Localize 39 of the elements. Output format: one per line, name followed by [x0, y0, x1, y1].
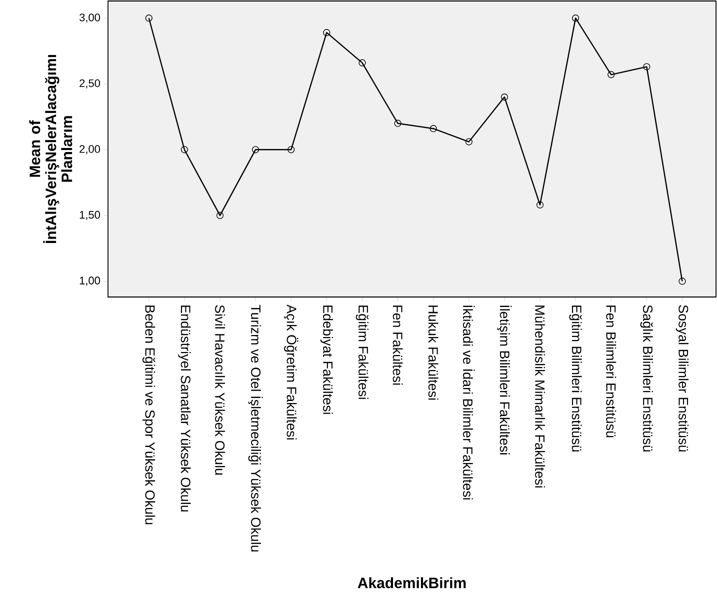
x-tick-label: Fen Bilimleri Enstitüsü — [606, 306, 616, 438]
x-tick-label: İletişim Bilimleri Fakültesi — [497, 306, 512, 455]
point — [358, 60, 366, 67]
point — [180, 146, 188, 154]
x-tick-label: Mühendislik Mimarlık Fakültesi — [535, 306, 545, 488]
point — [643, 63, 650, 71]
y-axis-title: Mean of İntAlışVerişNelerAlacağımı Planlarım — [29, 55, 72, 244]
y-tick-label: 1,50 — [80, 211, 100, 220]
point — [500, 94, 508, 101]
x-tick-label: Sivil Havacılık Yüksek Okulu — [215, 305, 225, 475]
point — [252, 146, 260, 154]
x-tick-label: Hukuk Fakültesi — [428, 306, 438, 400]
x-tick-label: Turizm ve Otel İşletmeciliği Yüksek Okulu — [248, 305, 263, 552]
x-tick-label: Eğitim Bilimleri Enstitüsü — [569, 306, 582, 452]
x-tick-label: Sosyal Bilimler Enstitüsü — [676, 305, 689, 452]
x-tick-label: Sağlık Bilimleri Enstitüsü — [640, 305, 654, 452]
point — [572, 14, 580, 22]
x-tick-label: Edebiyat Fakültesi — [320, 306, 333, 414]
point — [145, 14, 152, 22]
point — [465, 138, 472, 146]
x-tick-label: İktisadi ve İdari Bilimler Fakültesi — [462, 306, 475, 500]
x-tick-label: Beden Eğitimi ve Spor Yüksek Okulu — [142, 306, 156, 524]
point — [216, 212, 224, 220]
point — [430, 125, 437, 132]
x-tick-label: Açık Öğretim Fakültesi — [284, 304, 298, 440]
point — [608, 71, 615, 78]
y-tick-label: 1,00 — [80, 276, 100, 286]
point — [394, 120, 402, 128]
point — [678, 278, 686, 285]
y-tick-label: 2,00 — [80, 145, 100, 154]
point — [323, 29, 330, 36]
x-tick-label: Eğitim Fakültesi — [356, 306, 369, 400]
point — [288, 146, 295, 154]
y-tick-label: 2,50 — [80, 80, 100, 89]
x-tick-label: Fen Fakültesi — [392, 306, 403, 385]
point — [536, 202, 544, 209]
x-tick-label: Endüstriyel Sanatlar Yüksek Okulu — [178, 306, 191, 512]
y-tick-label: 3,00 — [79, 14, 100, 23]
x-axis-title: AkademikBirim — [358, 577, 466, 588]
